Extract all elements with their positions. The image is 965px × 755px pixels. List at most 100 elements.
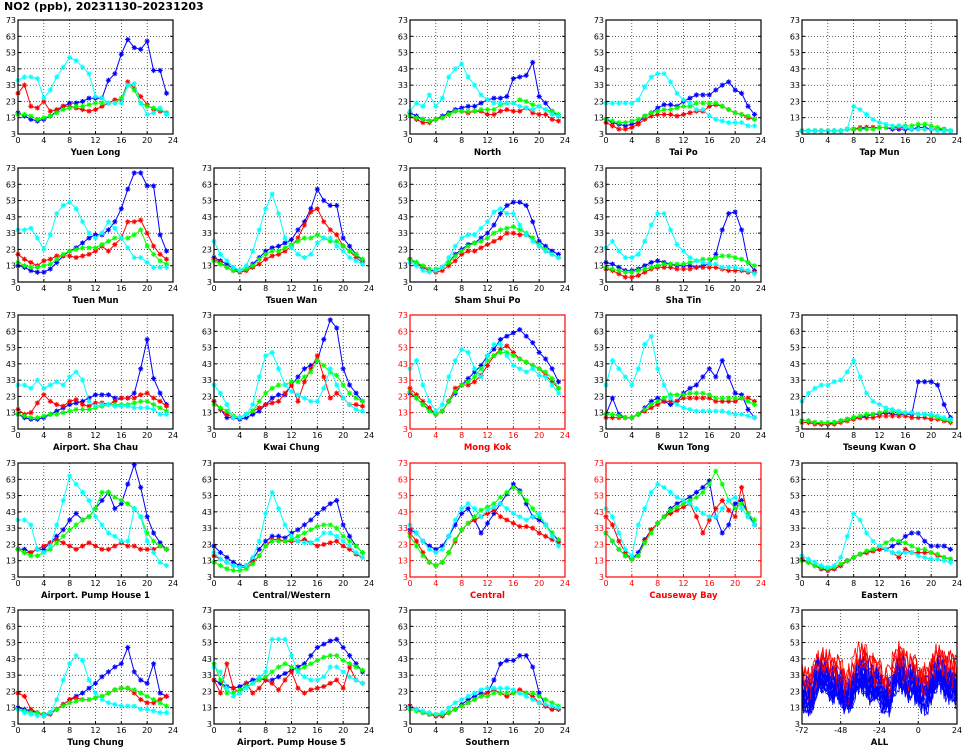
data-point-green (465, 379, 471, 385)
y-tick-label: 43 (398, 508, 408, 517)
panel-title: Tung Chung (67, 738, 124, 748)
data-point-cyan (92, 514, 99, 520)
data-point-cyan (838, 128, 844, 134)
data-point-blue (687, 494, 693, 500)
data-point-green (719, 103, 725, 109)
data-point-cyan (112, 225, 118, 231)
x-tick-label: 24 (952, 579, 962, 588)
x-tick-label: 12 (286, 431, 296, 440)
data-point-green (308, 235, 314, 241)
data-point-cyan (491, 685, 497, 691)
data-point-cyan (439, 95, 445, 101)
y-tick-label: 33 (6, 229, 16, 238)
data-point-cyan (844, 126, 850, 132)
x-tick-label: 20 (142, 136, 152, 145)
data-point-green (549, 108, 555, 114)
data-point-blue (941, 401, 947, 408)
data-point-red (41, 543, 47, 549)
data-point-green (99, 693, 105, 699)
data-point-green (510, 690, 516, 696)
data-point-green (497, 349, 504, 356)
data-point-green (935, 551, 941, 557)
data-point-red (230, 685, 236, 691)
data-point-blue (745, 103, 751, 109)
data-point-cyan (504, 685, 510, 691)
data-point-cyan (433, 103, 439, 109)
data-point-blue (504, 657, 510, 664)
y-tick-label: 3 (599, 573, 604, 582)
data-point-red (92, 400, 99, 406)
data-point-green (642, 406, 648, 413)
data-point-red (530, 693, 536, 699)
y-tick-label: 13 (398, 704, 408, 713)
y-tick-label: 63 (594, 180, 604, 189)
data-point-green (359, 549, 366, 556)
data-point-blue (112, 219, 118, 225)
data-point-green (648, 401, 654, 408)
x-tick-label: 8 (67, 726, 72, 735)
data-point-green (504, 225, 510, 231)
data-point-green (655, 263, 661, 269)
data-point-green (282, 538, 288, 544)
data-point-green (616, 546, 622, 552)
data-point-green (243, 266, 249, 272)
data-point-red (536, 111, 542, 118)
y-tick-label: 43 (6, 508, 16, 517)
data-point-blue (67, 100, 73, 106)
data-point-red (60, 103, 66, 109)
data-point-green (870, 126, 876, 132)
data-point-green (34, 710, 40, 716)
data-point-red (655, 401, 661, 408)
data-point-red (648, 527, 654, 533)
y-tick-label: 33 (594, 524, 604, 533)
data-point-green (413, 395, 420, 401)
data-point-cyan (838, 377, 844, 383)
x-tick-label: 16 (508, 579, 518, 588)
data-point-green (295, 379, 301, 385)
data-point-cyan (844, 369, 850, 375)
data-point-red (295, 685, 301, 691)
data-point-blue (118, 51, 124, 57)
data-point-red (491, 111, 497, 118)
data-point-cyan (922, 411, 928, 417)
data-point-blue (105, 77, 112, 83)
x-tick-label: 4 (825, 136, 830, 145)
data-point-cyan (726, 264, 732, 270)
data-point-cyan (151, 549, 157, 556)
data-point-green (47, 261, 53, 267)
data-point-red (510, 349, 516, 356)
data-point-cyan (941, 415, 947, 421)
data-point-cyan (510, 100, 516, 106)
data-point-cyan (67, 661, 73, 667)
data-point-cyan (459, 235, 465, 241)
series-line-red (409, 232, 559, 273)
data-point-green (144, 530, 150, 536)
data-point-red (60, 403, 66, 409)
data-point-green (28, 113, 34, 119)
data-point-cyan (282, 235, 288, 241)
data-point-cyan (125, 538, 131, 544)
data-point-blue (922, 538, 928, 544)
data-point-green (459, 108, 465, 114)
data-point-cyan (47, 382, 53, 388)
x-tick-label: 20 (926, 579, 936, 588)
data-point-green (687, 259, 693, 266)
data-point-red (549, 379, 555, 385)
data-point-green (263, 390, 269, 396)
data-point-green (439, 559, 445, 565)
y-tick-label: 3 (403, 278, 408, 287)
data-point-cyan (680, 405, 687, 411)
data-point-cyan (452, 66, 458, 72)
data-point-cyan (426, 92, 432, 98)
data-point-green (446, 710, 452, 716)
data-point-cyan (549, 703, 555, 709)
data-point-green (812, 419, 818, 426)
data-point-cyan (851, 358, 857, 364)
data-point-blue (327, 202, 333, 209)
data-point-red (353, 254, 359, 261)
data-point-cyan (805, 390, 812, 396)
data-point-blue (73, 400, 79, 406)
data-point-red (700, 264, 706, 270)
